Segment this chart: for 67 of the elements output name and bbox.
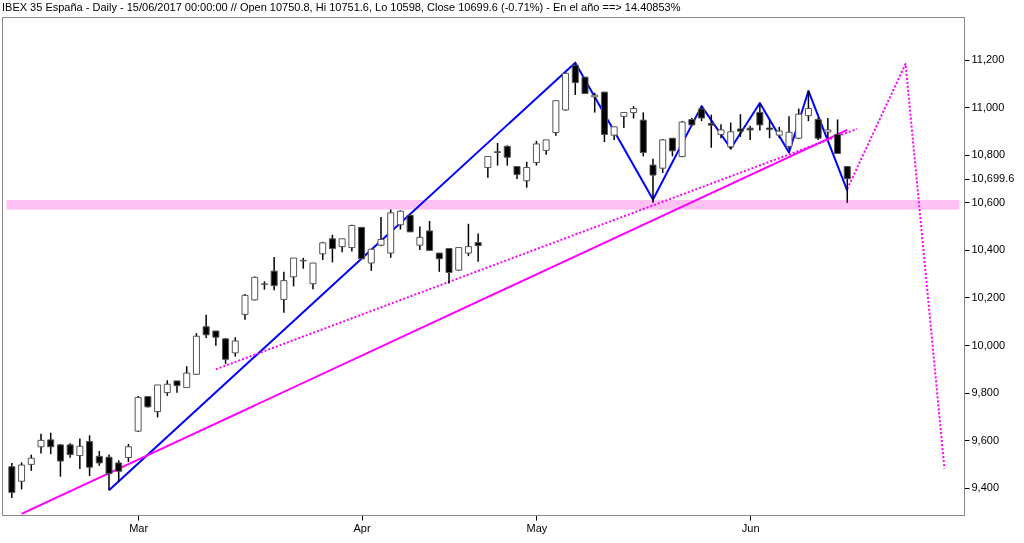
x-tick-label: Mar xyxy=(129,521,149,534)
candlestick xyxy=(348,224,356,253)
candlestick xyxy=(571,62,579,96)
candlestick xyxy=(474,232,482,263)
candlestick xyxy=(426,220,434,252)
candlestick xyxy=(785,115,793,151)
candlestick xyxy=(503,144,511,167)
candlestick xyxy=(377,216,385,247)
candlestick xyxy=(47,432,55,455)
y-tick-label: 11,000 xyxy=(971,100,1005,113)
candlestick xyxy=(494,142,502,167)
candlestick xyxy=(231,336,239,358)
y-tick-label: 10,400 xyxy=(971,243,1006,256)
candlestick xyxy=(668,137,676,158)
y-tick-label: 10,800 xyxy=(971,148,1006,161)
y-tick-label: 9,400 xyxy=(971,481,1000,494)
candlestick xyxy=(56,443,64,478)
candlestick xyxy=(814,117,822,141)
candlestick xyxy=(202,314,210,339)
candlestick xyxy=(37,432,45,455)
candlestick xyxy=(183,365,191,389)
candlestick xyxy=(416,225,424,251)
candlestick xyxy=(591,92,599,114)
candlestick xyxy=(834,118,842,155)
candlestick xyxy=(824,117,832,139)
candlestick xyxy=(18,461,26,491)
candlestick xyxy=(746,125,754,141)
candlestick xyxy=(76,437,84,470)
candlestick xyxy=(222,337,230,365)
candlestick xyxy=(328,233,336,264)
candlestick xyxy=(843,165,851,204)
y-tick-label: 10,699.6 xyxy=(971,172,1015,185)
candlestick xyxy=(464,223,472,257)
chart-title: IBEX 35 España - Daily - 15/06/2017 00:00:00 // Open 10750.8, Hi 10751.6, Lo 10598, Close 10699.6 (-0.71%) - En el año ==> 14.40853% xyxy=(2,1,681,13)
candlestick xyxy=(484,155,492,179)
candlestick xyxy=(523,161,531,189)
y-tick-label: 9,800 xyxy=(971,386,1000,399)
candlestick xyxy=(241,293,249,321)
candlestick xyxy=(766,118,774,139)
y-tick-label: 10,600 xyxy=(971,195,1006,208)
y-tick-label: 10,200 xyxy=(971,291,1006,303)
candlestick xyxy=(396,209,404,231)
candlestick xyxy=(115,459,123,483)
candlestick xyxy=(532,140,540,167)
x-tick-label: Apr xyxy=(353,521,371,534)
y-tick-label: 11,200 xyxy=(971,53,1005,66)
candlestick xyxy=(105,453,113,492)
candlestick xyxy=(804,90,812,122)
candlestick xyxy=(435,252,443,273)
candlestick xyxy=(620,111,628,129)
candlestick xyxy=(309,262,317,290)
y-tick-label: 9,600 xyxy=(971,433,1000,446)
candlestick xyxy=(707,113,715,149)
candlestick xyxy=(756,103,764,132)
candlestick xyxy=(736,113,744,138)
candlestick xyxy=(367,248,375,272)
candlestick xyxy=(727,121,735,151)
candlestick xyxy=(649,157,657,204)
x-tick-label: May xyxy=(526,521,548,534)
candlestick xyxy=(270,256,278,291)
candlestick xyxy=(290,257,298,288)
x-tick-label: Jun xyxy=(741,521,760,534)
candlestick xyxy=(124,443,132,463)
y-tick-label: 10,000 xyxy=(971,338,1006,351)
candlestick xyxy=(455,246,463,272)
line-series xyxy=(108,61,849,492)
candlestick xyxy=(280,271,288,314)
